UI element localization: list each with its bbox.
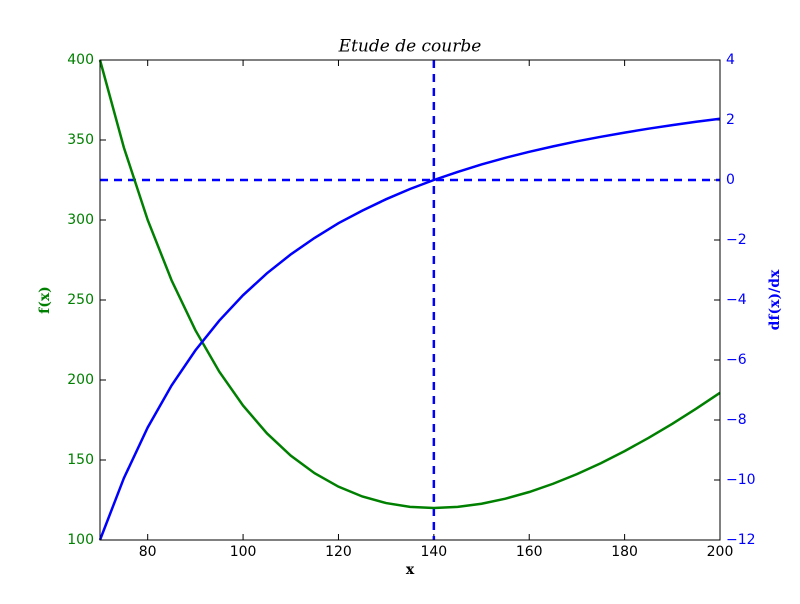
plot-frame (99, 59, 721, 541)
y2-axis-label: df(x)/dx (767, 269, 783, 330)
y2-tick-label: −2 (726, 232, 747, 248)
y-tick-label: 250 (67, 292, 94, 308)
y-tick-label: 100 (67, 532, 94, 548)
x-tick-label: 200 (707, 544, 734, 560)
chart-title: Etude de courbe (338, 37, 482, 57)
data-line (98, 117, 721, 541)
y-tick-label: 150 (67, 452, 94, 468)
x-tick-label: 160 (516, 544, 543, 560)
y-tick-label: 400 (67, 52, 94, 68)
x-tick-label: 120 (325, 544, 352, 560)
y2-tick-label: 4 (726, 52, 735, 68)
x-tick-label: 140 (420, 544, 447, 560)
x-tick-label: 180 (611, 544, 638, 560)
y2-tick-label: −8 (726, 412, 747, 428)
y-axis-label: f(x) (37, 286, 53, 314)
y2-tick-label: −10 (726, 472, 756, 488)
x-axis-label: x (406, 562, 415, 578)
y2-tick-label: 0 (726, 172, 735, 188)
y2-tick-label: −6 (726, 352, 747, 368)
y-tick-label: 300 (67, 212, 94, 228)
x-tick-label: 80 (139, 544, 157, 560)
y-tick-label: 350 (67, 132, 94, 148)
y2-tick-label: −12 (726, 532, 756, 548)
data-line (98, 59, 721, 510)
y2-tick-label: 2 (726, 112, 735, 128)
y2-tick-label: −4 (726, 292, 747, 308)
y-tick-label: 200 (67, 372, 94, 388)
x-tick-label: 100 (230, 544, 257, 560)
